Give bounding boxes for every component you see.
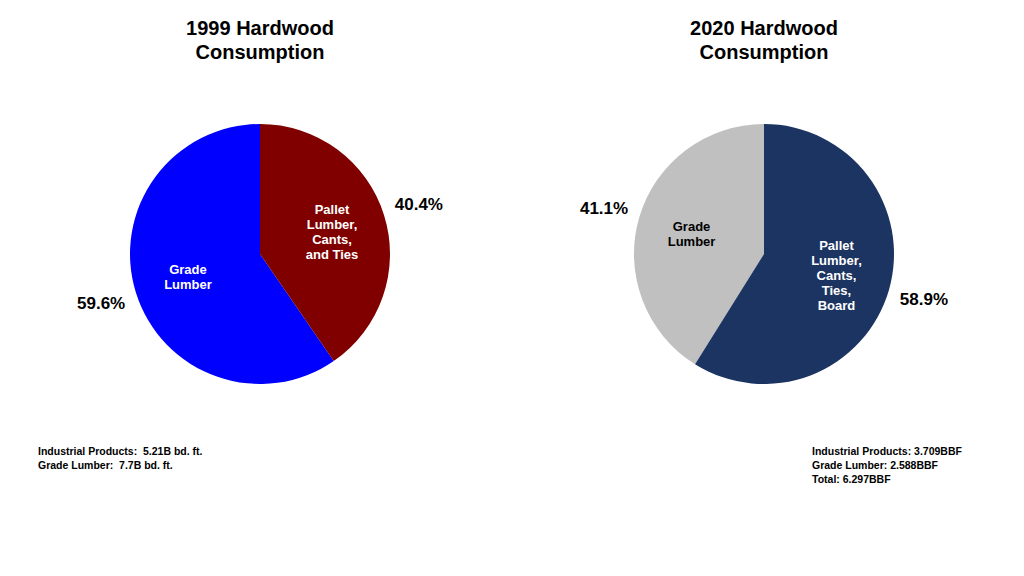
svg-text:GradeLumber: GradeLumber — [164, 261, 212, 291]
html-text:Industrial Products: 5.21B bd.: Industrial Products: 5.21B bd. ft. Grade… — [38, 445, 203, 471]
html-text:Industrial Products: 3.709BBF: Industrial Products: 3.709BBF Grade Lumb… — [812, 445, 962, 485]
svg-text:41.1%: 41.1% — [580, 199, 628, 218]
svg-text:GradeLumber: GradeLumber — [668, 218, 716, 248]
svg-text:59.6%: 59.6% — [77, 294, 125, 313]
svg-text:PalletLumber,Cants,Ties,Board: PalletLumber,Cants,Ties,Board — [811, 237, 862, 312]
svg-text:PalletLumber,Cants,and Ties: PalletLumber,Cants,and Ties — [306, 202, 359, 262]
html-text:1999 Hardwood Consumption: 1999 Hardwood Consumption — [186, 17, 334, 63]
svg-text:40.4%: 40.4% — [395, 195, 443, 214]
html-text:2020 Hardwood Consumption: 2020 Hardwood Consumption — [690, 17, 838, 63]
svg-text:58.9%: 58.9% — [900, 290, 948, 309]
